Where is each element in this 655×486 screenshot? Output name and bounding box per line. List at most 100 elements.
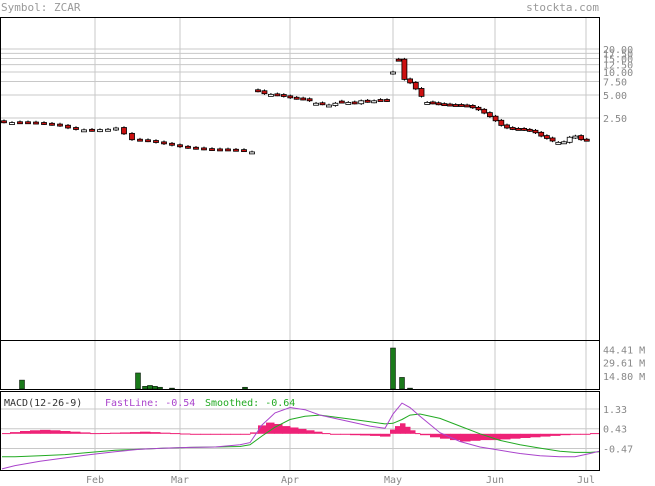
macd-histogram-bar [520, 433, 531, 438]
candle-up [105, 128, 111, 132]
candle-up [313, 102, 319, 106]
price-panel-frame [0, 17, 600, 341]
macd-histogram-bar [405, 426, 411, 434]
volume-bar [152, 386, 158, 390]
candle-up [566, 136, 573, 143]
candle-down [89, 128, 95, 132]
macd-histogram-bar [80, 432, 91, 434]
candle-down [280, 94, 287, 97]
macd-histogram-bar [380, 433, 391, 437]
macd-histogram-bar [500, 433, 511, 440]
volume-bar [157, 386, 163, 390]
candle-down [452, 104, 459, 107]
macd-histogram-bar [240, 433, 251, 435]
candle-down [464, 104, 471, 108]
month-tick-label: Mar [171, 475, 189, 486]
macd-histogram-bar [530, 433, 541, 438]
volume-bar [390, 347, 396, 390]
price-tick-label: 2.50 [603, 114, 627, 125]
candle-down [65, 124, 71, 129]
candle-down [458, 104, 465, 107]
candle-down [418, 88, 425, 97]
macd-histogram-bar [330, 433, 341, 435]
macd-histogram-bar [274, 423, 283, 434]
macd-smoothed-line [2, 413, 600, 458]
candle-down [447, 103, 453, 107]
macd-histogram-bar [150, 432, 161, 434]
candle-down [177, 144, 183, 148]
price-candles [1, 57, 590, 155]
candle-down [201, 147, 207, 151]
macd-histogram-bar [420, 433, 431, 436]
candle-down [481, 108, 488, 114]
price-tick-label: 17.50 [603, 49, 633, 60]
candle-down [538, 131, 545, 137]
macd-histogram-bar [160, 432, 171, 434]
macd-histogram-bar [258, 425, 267, 434]
macd-histogram-bar [490, 433, 501, 441]
macd-histogram-bar [415, 433, 421, 435]
volume-bar [169, 387, 175, 390]
macd-histogram-bar [170, 433, 181, 435]
macd-histogram-bar [460, 433, 471, 442]
month-tick-label: May [384, 475, 402, 486]
candle-up [555, 141, 562, 145]
candle-down [504, 124, 510, 129]
macd-histogram-bar [400, 423, 406, 434]
candle-down [395, 58, 402, 62]
volume-bar [407, 387, 413, 390]
macd-histogram-bar [560, 433, 571, 436]
macd-histogram-bar [140, 431, 151, 434]
candle-up [424, 102, 431, 105]
candle-down [475, 106, 482, 111]
candle-up [332, 102, 339, 106]
candle-down [255, 89, 261, 93]
candle-down [293, 96, 300, 100]
month-tick-label: Jun [486, 475, 504, 486]
price-tick-label: 12.50 [603, 61, 633, 72]
candle-down [193, 146, 199, 150]
candle-down [364, 99, 371, 103]
candle-down [17, 121, 23, 125]
macd-tick-label: 1.33 [603, 405, 627, 416]
candle-up [267, 93, 274, 97]
macd-histogram-bar [540, 433, 551, 437]
candle-down [217, 148, 223, 152]
candle-up [249, 151, 255, 155]
price-tick-label: 7.50 [603, 78, 627, 89]
macd-histogram-bar [282, 426, 291, 434]
macd-fast-line [1, 402, 600, 470]
macd-histogram-bar [590, 433, 600, 435]
volume-bar [147, 385, 153, 390]
candle-down [351, 101, 358, 105]
candle-down [49, 122, 55, 126]
candle-down [1, 120, 7, 124]
macd-histogram-bar [440, 433, 451, 439]
candle-down [209, 148, 215, 151]
candle-down [532, 129, 539, 134]
macd-histogram-bar [570, 433, 581, 435]
candle-down [338, 100, 345, 104]
candle-down [401, 58, 408, 80]
macd-histogram-bar [395, 426, 401, 434]
candle-down [233, 148, 239, 152]
macd-histogram-bar [314, 431, 323, 434]
candle-up [81, 129, 87, 133]
macd-histogram-bar [430, 433, 441, 438]
macd-histogram-bar [40, 429, 51, 434]
candle-down [377, 99, 384, 102]
candle-down [486, 112, 493, 118]
candle-down [261, 90, 268, 95]
candle-up [113, 127, 119, 131]
candle-down [521, 128, 527, 131]
candle-up [97, 129, 103, 133]
macd-histogram-bar [450, 433, 461, 441]
symbol-label: Symbol: ZCAR [1, 1, 81, 14]
volume-bar [19, 379, 25, 390]
macd-histogram-bar [470, 433, 481, 441]
candle-up [371, 100, 378, 104]
candle-up [9, 122, 15, 125]
panel-frames [0, 17, 600, 471]
candle-down [441, 103, 448, 107]
macd-histogram-bar [230, 433, 241, 435]
